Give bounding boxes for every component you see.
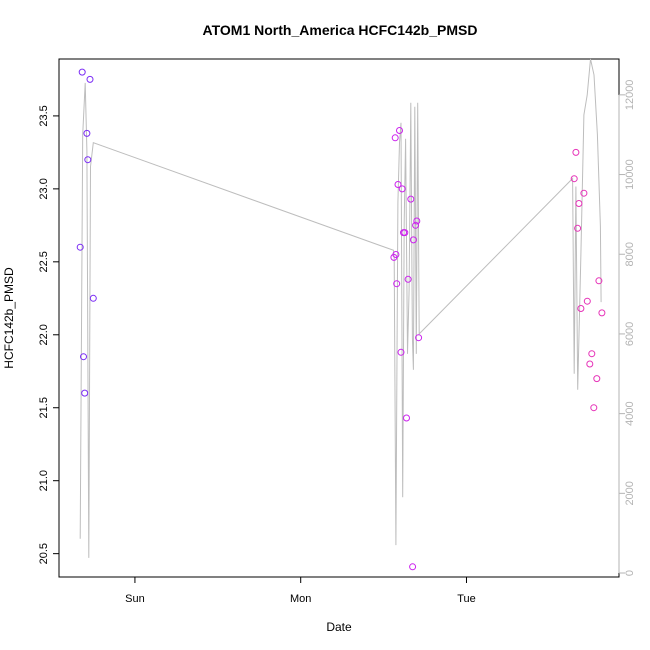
y2-tick-label: 10000: [624, 159, 636, 190]
data-point: [409, 563, 417, 571]
data-point: [588, 350, 596, 358]
y-tick-label: 22.5: [38, 251, 50, 272]
line-series: [79, 58, 602, 558]
data-point: [84, 156, 92, 164]
data-point: [392, 251, 400, 258]
x-axis-label: Date: [326, 620, 352, 634]
chart-title: ATOM1 North_America HCFC142b_PMSD: [203, 22, 478, 38]
y2-tick-label: 2000: [624, 481, 636, 505]
data-point: [401, 229, 409, 237]
data-point: [590, 404, 598, 412]
y-axis-left: 20.5 21.0 21.5 22.0 22.5 23.0 23.5: [38, 105, 60, 564]
data-point: [393, 280, 401, 288]
data-point: [572, 148, 580, 156]
y-tick-label: 23.0: [38, 178, 50, 199]
data-point: [76, 243, 84, 251]
data-point: [415, 334, 423, 342]
plot-frame: [58, 58, 620, 578]
y-tick-label: 20.5: [38, 543, 50, 564]
x-tick-label: Tue: [457, 593, 476, 605]
y-tick-label: 21.5: [38, 397, 50, 418]
y-axis-label: HCFC142b_PMSD: [2, 267, 16, 369]
y-tick-label: 22.0: [38, 324, 50, 345]
y2-tick-label: 8000: [624, 242, 636, 266]
data-point: [580, 189, 588, 197]
y-tick-label: 23.5: [38, 105, 50, 126]
data-point: [83, 129, 91, 137]
data-point: [586, 360, 594, 368]
data-point: [412, 221, 420, 229]
data-point: [81, 389, 89, 397]
data-point: [394, 181, 402, 188]
data-point: [86, 75, 94, 83]
x-tick-label: Sun: [125, 593, 145, 605]
data-point: [78, 68, 86, 76]
data-point: [89, 294, 97, 302]
y-axis-right: 0 2000 4000 6000 8000 10000 12000: [618, 80, 636, 576]
x-axis: Sun Mon Tue: [125, 577, 476, 605]
scatter-points: [76, 68, 606, 571]
data-point: [595, 277, 603, 285]
data-point: [80, 353, 87, 361]
data-point: [583, 297, 591, 305]
data-point: [397, 348, 405, 356]
data-point: [574, 224, 582, 232]
data-point: [409, 236, 417, 244]
data-point: [413, 217, 421, 225]
y2-tick-label: 0: [624, 570, 636, 576]
data-point: [398, 185, 406, 193]
data-point: [391, 134, 399, 142]
y2-tick-label: 12000: [624, 80, 636, 111]
y2-tick-label: 4000: [624, 401, 636, 425]
data-point: [570, 175, 578, 183]
data-point: [575, 200, 583, 207]
data-point: [396, 127, 403, 134]
data-point: [598, 309, 606, 317]
x-tick-label: Mon: [290, 593, 311, 605]
data-point: [403, 414, 410, 422]
series-line: [79, 58, 602, 558]
data-point: [407, 195, 415, 203]
y-tick-label: 21.0: [38, 470, 50, 491]
y2-tick-label: 6000: [624, 322, 636, 346]
data-point: [404, 275, 412, 283]
data-point: [593, 375, 601, 383]
data-point: [577, 305, 585, 312]
